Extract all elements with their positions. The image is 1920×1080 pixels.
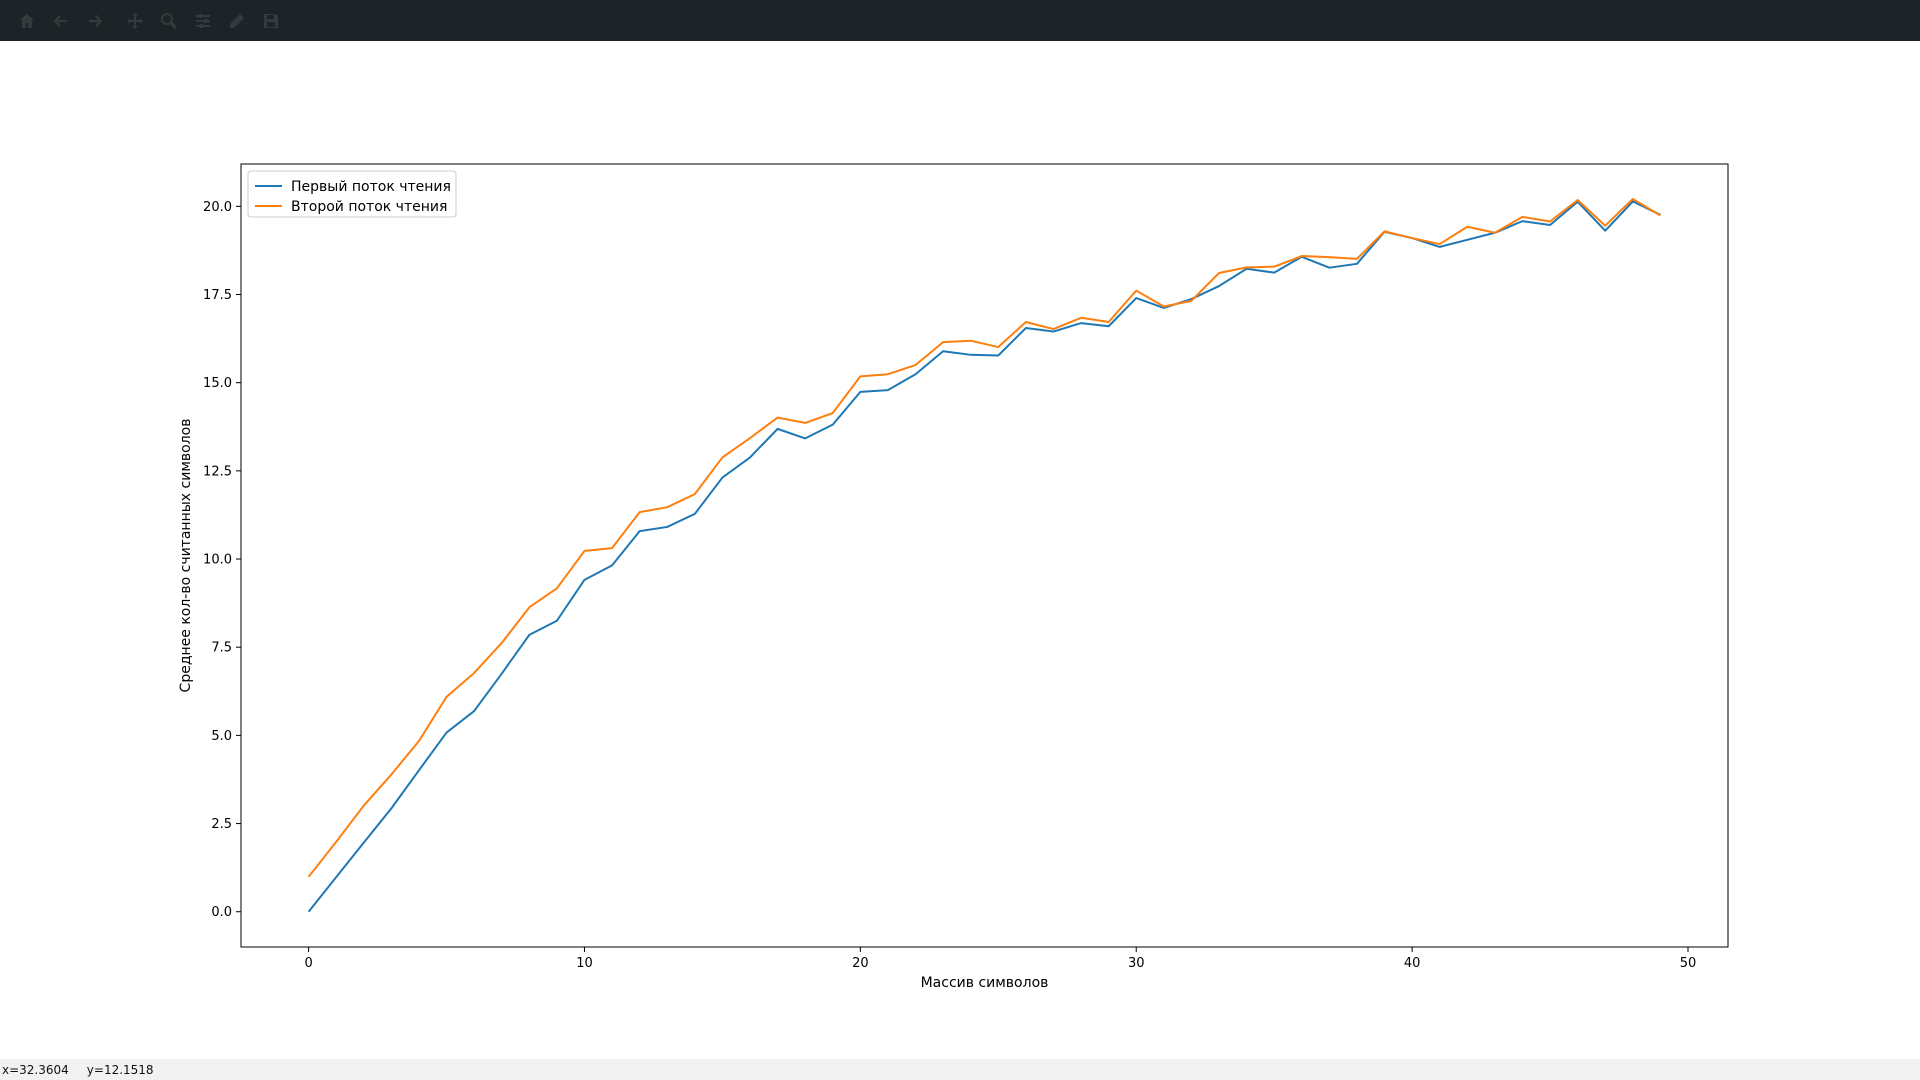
series-line-2	[307, 197, 1661, 878]
axes-frame	[240, 163, 1729, 948]
series-lines	[307, 197, 1661, 913]
status-bar: x=32.3604 y=12.1518	[0, 1059, 1920, 1080]
y-tick-label: 10.0	[203, 553, 232, 568]
x-coordinate-readout: x=32.3604	[2, 1062, 69, 1077]
home-icon[interactable]	[10, 4, 44, 38]
y-tick-label: 20.0	[203, 200, 232, 215]
y-tick-label: 17.5	[203, 288, 232, 303]
forward-arrow-icon[interactable]	[78, 4, 112, 38]
y-tick-label: 12.5	[203, 464, 232, 479]
y-tick-label: 5.0	[211, 729, 232, 744]
y-tick-label: 2.5	[211, 817, 232, 832]
x-tick-label: 50	[1680, 956, 1697, 971]
legend-label: Первый поток чтения	[291, 179, 451, 195]
legend-label: Второй поток чтения	[291, 199, 447, 215]
back-arrow-icon[interactable]	[44, 4, 78, 38]
save-icon[interactable]	[254, 4, 288, 38]
configure-subplots-icon[interactable]	[186, 4, 220, 38]
y-axis-label: Среднее кол-во считанных символов	[178, 419, 194, 693]
x-tick-label: 40	[1404, 956, 1421, 971]
x-tick-label: 10	[576, 956, 593, 971]
toolbar	[0, 0, 1920, 41]
legend: Первый поток чтения Второй поток чтения	[247, 170, 457, 218]
x-tick-label: 30	[1128, 956, 1145, 971]
x-tick-label: 0	[304, 956, 312, 971]
move-icon[interactable]	[118, 4, 152, 38]
series-line-1	[307, 200, 1661, 913]
edit-axis-icon[interactable]	[220, 4, 254, 38]
line-chart: 0 10 20 30 40 50 0.0 2.5 5.0 7.5 10.0 12.5 15.0 17.5 2…	[178, 163, 1729, 991]
y-tick-label: 15.0	[203, 376, 232, 391]
x-tick-label: 20	[852, 956, 869, 971]
y-tick-label: 0.0	[211, 905, 232, 920]
x-axis-label: Массив символов	[921, 975, 1049, 991]
axes: 0 10 20 30 40 50 0.0 2.5 5.0 7.5 10.0 12.5 15.0 17.5 2…	[203, 200, 1696, 971]
y-tick-label: 7.5	[211, 641, 232, 656]
figure-canvas[interactable]: 0 10 20 30 40 50 0.0 2.5 5.0 7.5 10.0 12.5 15.0 17.5 2…	[0, 41, 1920, 1059]
y-coordinate-readout: y=12.1518	[86, 1062, 154, 1077]
legend-box	[247, 170, 457, 218]
zoom-icon[interactable]	[152, 4, 186, 38]
